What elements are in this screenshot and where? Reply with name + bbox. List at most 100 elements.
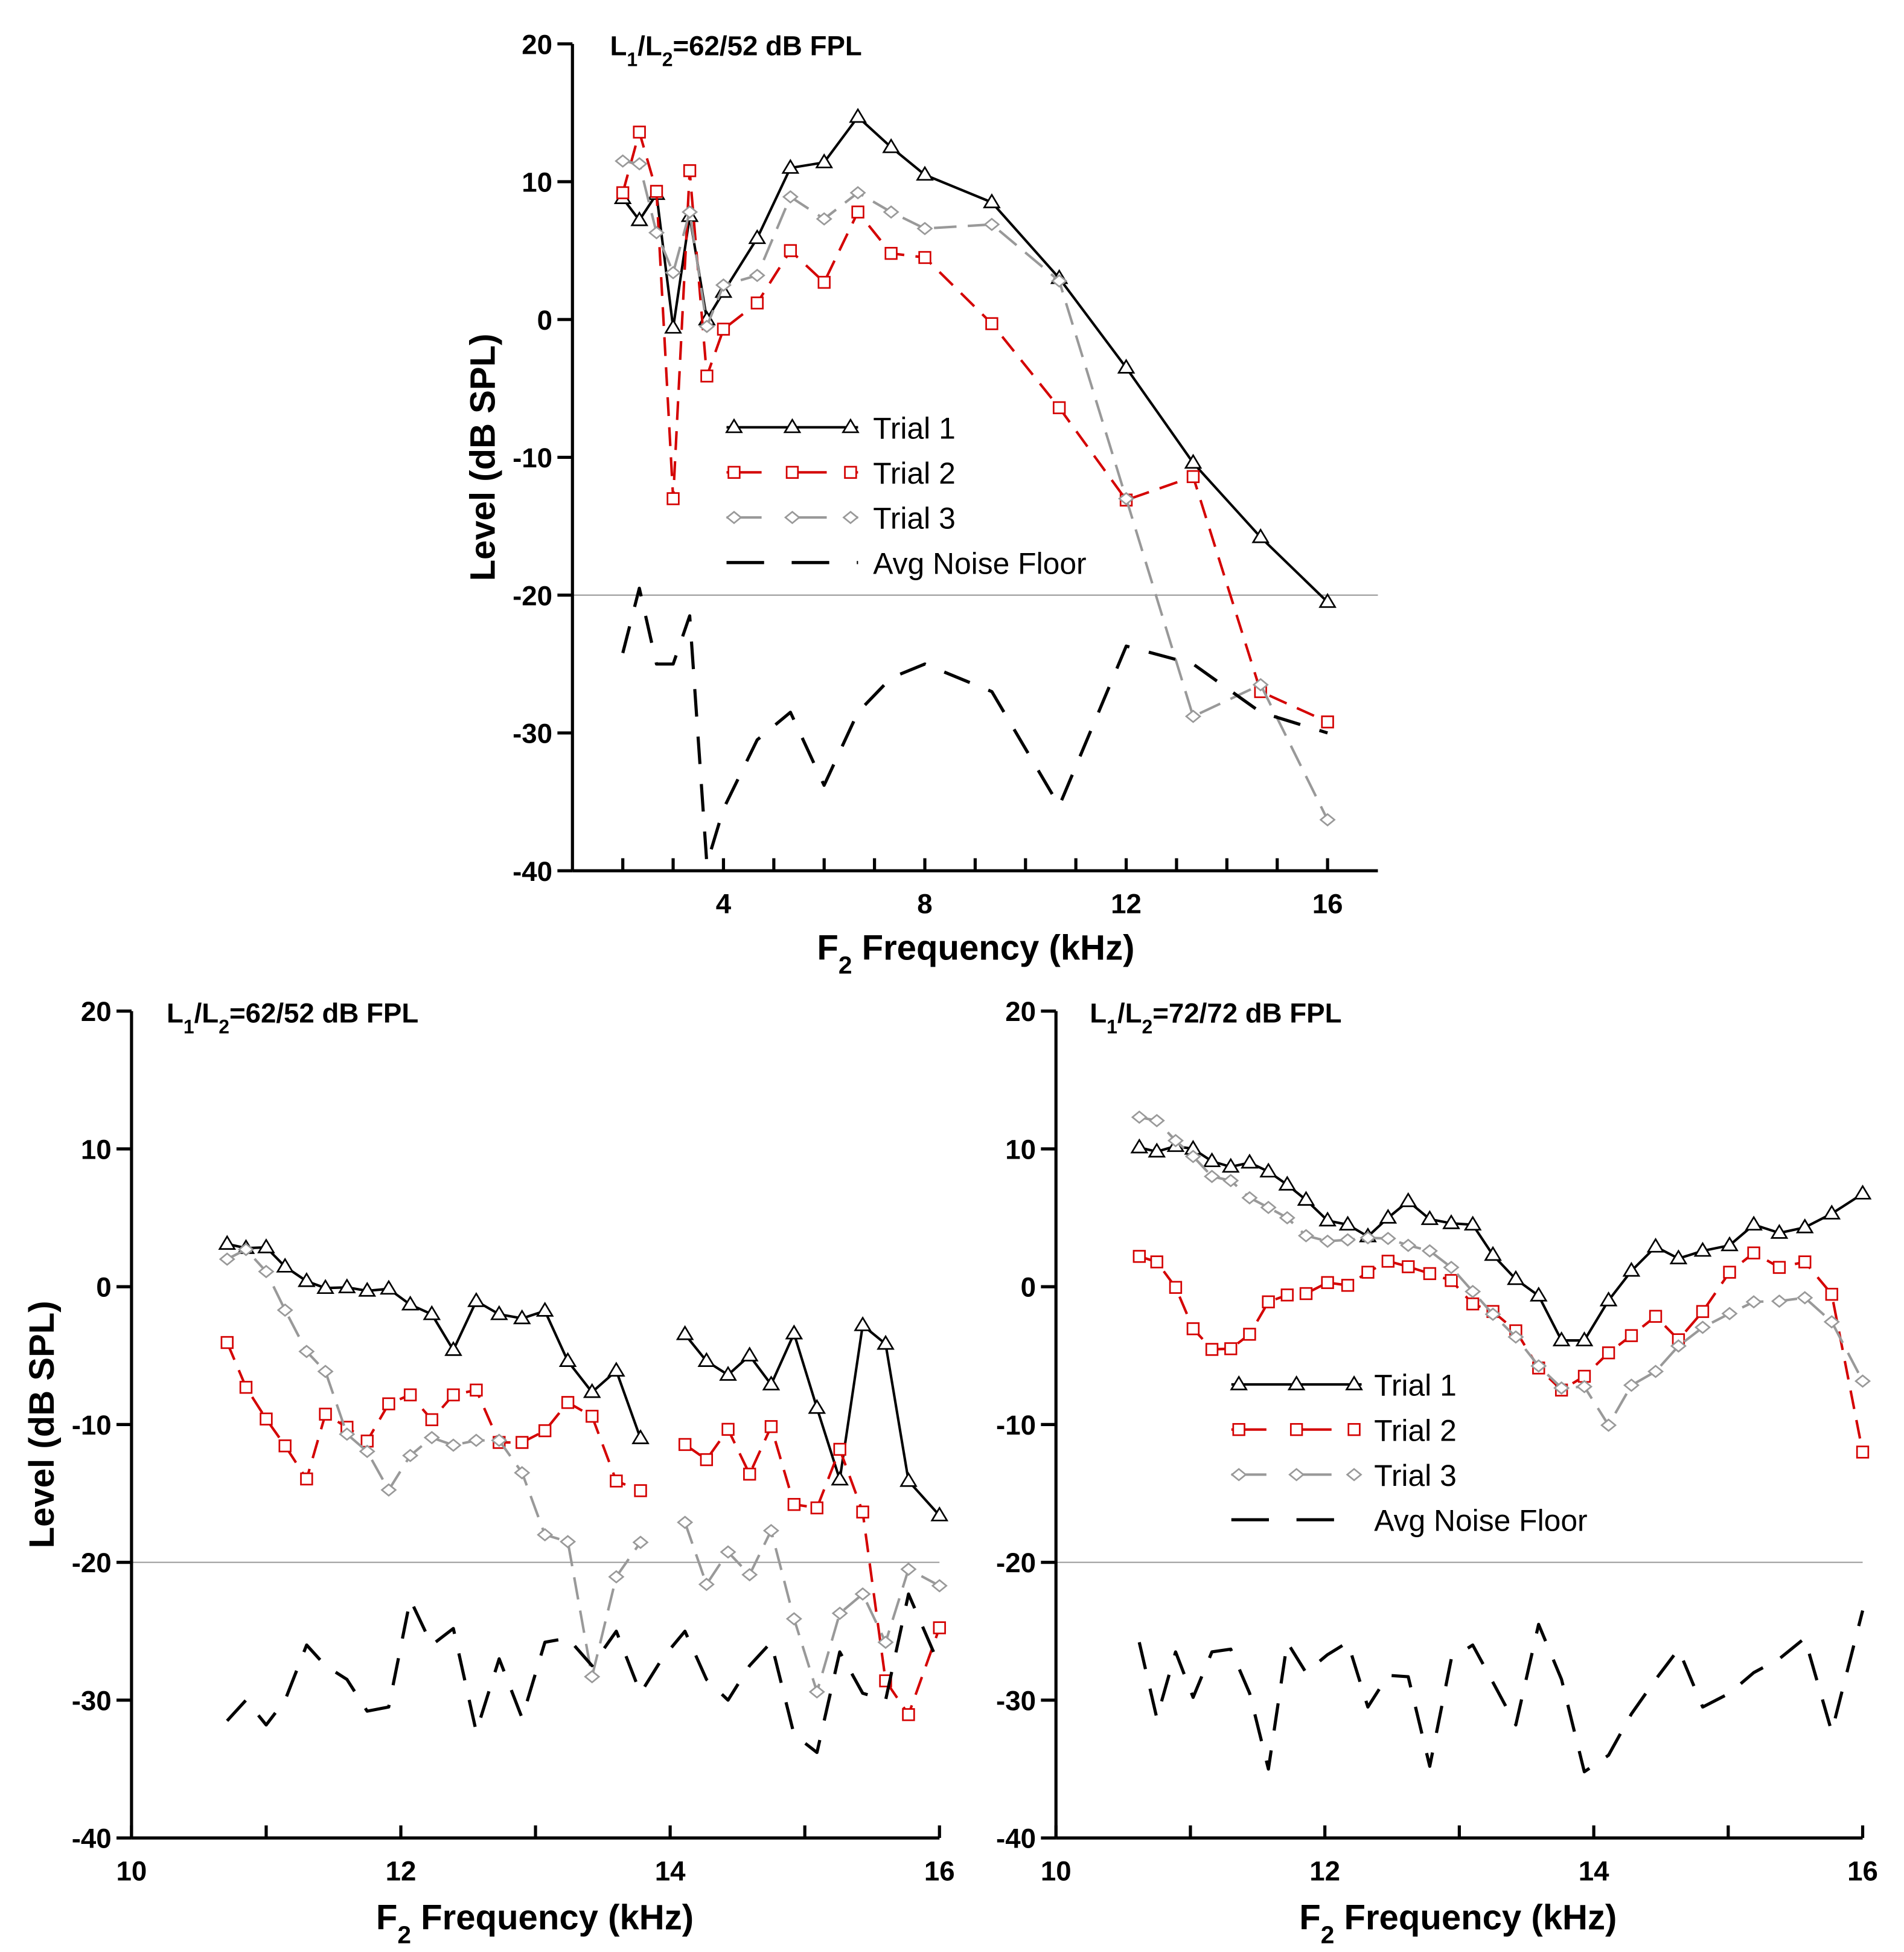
data-point	[631, 1429, 650, 1444]
data-point	[719, 1366, 737, 1381]
chart-title: L1/L2=72/72 dB FPL	[1090, 997, 1341, 1037]
y-tick-label: -30	[996, 1685, 1036, 1716]
data-point	[1186, 1322, 1200, 1336]
data-point	[1463, 1215, 1482, 1231]
data-point	[631, 157, 648, 171]
data-point	[749, 269, 765, 283]
data-point	[1798, 1255, 1812, 1269]
data-point	[1599, 1291, 1618, 1307]
data-point	[513, 1309, 531, 1325]
x-tick-label: 10	[116, 1856, 147, 1887]
data-point	[1670, 1339, 1687, 1353]
series-trial-2	[616, 126, 1334, 729]
data-point	[516, 1436, 529, 1449]
data-point	[1338, 1215, 1357, 1231]
data-point	[616, 186, 630, 199]
y-tick-label: 0	[537, 305, 552, 336]
data-point	[856, 1505, 869, 1518]
data-point	[1854, 1374, 1871, 1388]
data-point	[319, 1407, 332, 1421]
data-point	[1279, 1211, 1295, 1225]
series-line	[622, 115, 1329, 603]
data-point	[1421, 1244, 1438, 1258]
data-point	[650, 185, 663, 198]
series-line	[622, 159, 1329, 821]
data-point	[1575, 1331, 1594, 1346]
legend-marker	[844, 466, 857, 479]
data-point	[648, 226, 665, 240]
data-point	[1117, 359, 1136, 374]
data-point	[1278, 1176, 1297, 1191]
data-point	[930, 1506, 949, 1522]
data-point	[682, 205, 698, 219]
data-point	[1318, 593, 1337, 608]
y-axis-label: Level (dB SPL)	[464, 333, 503, 581]
data-point	[1856, 1445, 1870, 1459]
legend-label: Trial 2	[873, 456, 956, 490]
x-tick-label: 12	[1111, 889, 1142, 920]
legend-marker	[725, 418, 743, 434]
data-point	[750, 296, 764, 310]
data-point	[1251, 528, 1270, 543]
data-point	[1169, 1281, 1183, 1294]
data-point	[1507, 1330, 1524, 1344]
data-point	[1167, 1134, 1184, 1148]
y-tick-label: 20	[81, 996, 112, 1027]
data-point	[258, 1264, 275, 1279]
data-point	[237, 1243, 255, 1256]
data-point	[1222, 1174, 1239, 1188]
y-tick-label: 0	[96, 1272, 111, 1303]
data-point	[665, 266, 682, 280]
series-trial-1	[613, 107, 1337, 608]
series-avg-noise-floor	[226, 1592, 941, 1755]
y-tick-label: 20	[1005, 996, 1036, 1027]
data-point	[698, 319, 715, 333]
x-tick-label: 14	[1579, 1856, 1609, 1887]
series-line	[683, 1323, 941, 1517]
data-point	[260, 1412, 273, 1426]
data-point	[1184, 709, 1202, 723]
data-point	[1853, 1184, 1872, 1200]
data-point	[444, 1341, 462, 1356]
data-point	[1553, 1381, 1570, 1395]
data-point	[218, 1235, 237, 1250]
data-point	[300, 1472, 313, 1486]
data-point	[1442, 1214, 1460, 1229]
data-point	[401, 1295, 420, 1311]
y-tick-label: -30	[72, 1685, 112, 1716]
y-tick-label: -20	[996, 1547, 1036, 1578]
data-point	[666, 492, 680, 505]
data-point	[1745, 1295, 1762, 1309]
data-point	[630, 211, 649, 226]
data-point	[608, 1570, 625, 1584]
data-point	[1745, 1215, 1763, 1231]
data-point	[491, 1433, 508, 1447]
y-tick-label: -10	[513, 443, 552, 473]
data-point	[700, 1453, 714, 1467]
data-point	[560, 1535, 577, 1549]
data-point	[808, 1685, 825, 1699]
series-line	[1137, 1610, 1865, 1774]
data-point	[1647, 1365, 1664, 1378]
data-point	[720, 1545, 736, 1559]
data-point	[743, 1467, 756, 1481]
data-point	[1186, 470, 1200, 484]
x-tick-label: 16	[1312, 889, 1343, 920]
data-point	[1321, 1276, 1334, 1289]
series-line	[683, 1522, 941, 1694]
data-point	[1747, 1246, 1760, 1259]
y-tick-label: 10	[81, 1134, 112, 1165]
data-point	[983, 193, 1001, 208]
data-point	[1148, 1113, 1165, 1128]
data-point	[816, 212, 832, 226]
data-point	[1530, 1359, 1547, 1373]
data-point	[1241, 1153, 1259, 1169]
data-point	[810, 1501, 823, 1515]
data-point	[1221, 1157, 1240, 1173]
legend: Trial 1 Trial 2 Trial 3 Avg Noise Floor	[1230, 1369, 1588, 1538]
data-point	[583, 1383, 601, 1398]
data-point	[741, 1568, 758, 1582]
data-point	[317, 1365, 334, 1378]
data-point	[1823, 1205, 1841, 1220]
data-point	[382, 1397, 395, 1410]
